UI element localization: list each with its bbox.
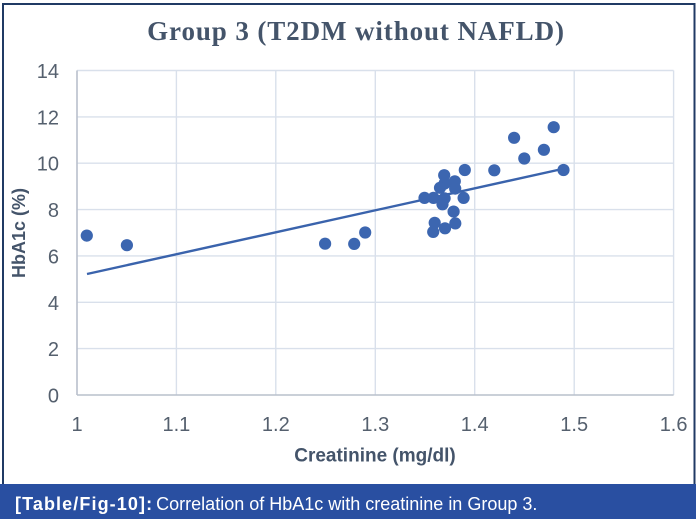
svg-text:1.1: 1.1 — [162, 414, 190, 436]
svg-text:1: 1 — [71, 414, 82, 436]
svg-text:4: 4 — [48, 293, 59, 315]
svg-text:14: 14 — [37, 61, 59, 83]
svg-text:HbA1c (%): HbA1c (%) — [9, 188, 29, 278]
svg-text:12: 12 — [37, 107, 59, 129]
svg-text:1.4: 1.4 — [461, 414, 489, 436]
svg-text:6: 6 — [48, 246, 59, 268]
svg-text:1.6: 1.6 — [660, 414, 688, 436]
svg-text:8: 8 — [48, 200, 59, 222]
svg-text:2: 2 — [48, 339, 59, 361]
svg-text:Group 3 (T2DM without NAFLD): Group 3 (T2DM without NAFLD) — [147, 16, 565, 46]
svg-text:10: 10 — [37, 154, 59, 176]
svg-text:[Table/Fig-10]: Correlation of: [Table/Fig-10]: Correlation of HbA1c wit… — [15, 494, 537, 514]
svg-text:Creatinine (mg/dl): Creatinine (mg/dl) — [294, 446, 456, 467]
svg-text:1.5: 1.5 — [560, 414, 588, 436]
svg-text:1.2: 1.2 — [262, 414, 290, 436]
svg-text:0: 0 — [48, 386, 59, 408]
svg-text:1.3: 1.3 — [361, 414, 389, 436]
